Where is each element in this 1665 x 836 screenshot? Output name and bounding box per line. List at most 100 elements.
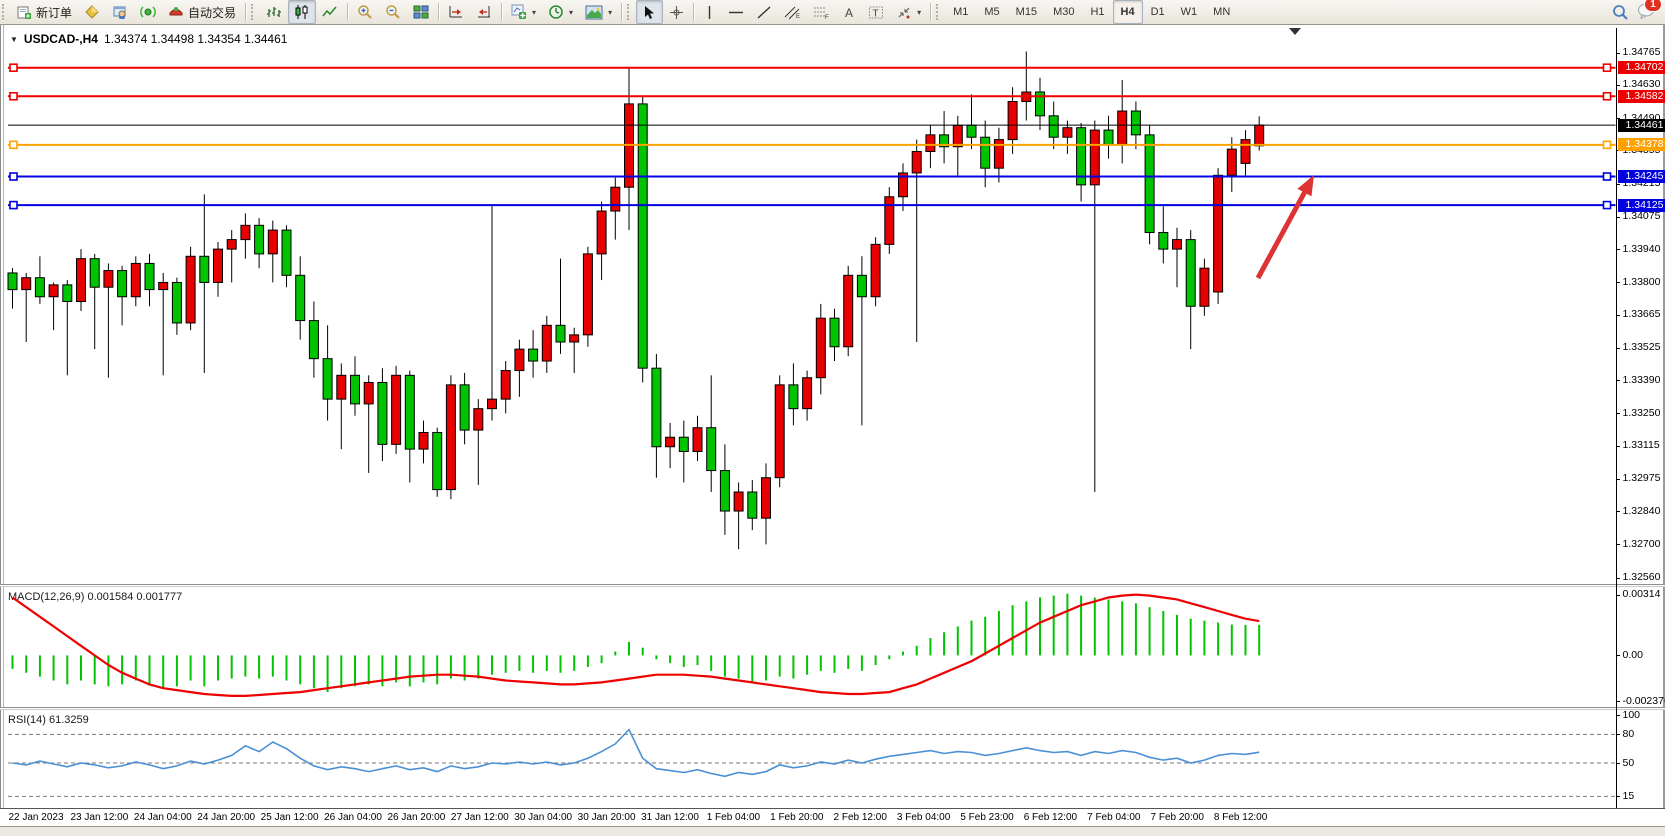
- level-line-handle[interactable]: [1602, 200, 1612, 210]
- chart-plot-area[interactable]: [0, 25, 1665, 836]
- level-line-handle[interactable]: [9, 200, 18, 210]
- axis-tick-mark: [1615, 52, 1620, 54]
- price-axis-label: 1.33940: [1622, 242, 1661, 255]
- chart-symbol-period: USDCAD-,H4: [23, 32, 98, 46]
- candle-body-up: [514, 348, 525, 372]
- candle-body-down: [295, 274, 306, 322]
- price-axis-label: 1.32560: [1622, 571, 1661, 584]
- new-order-button[interactable]: 新订单: [11, 0, 78, 24]
- timeframe-button-m1[interactable]: M1: [953, 6, 969, 18]
- toolbar-grip[interactable]: [936, 4, 943, 20]
- annotation-arrow-head[interactable]: [1297, 175, 1314, 197]
- indicators-button[interactable]: ▾: [505, 0, 542, 24]
- tile-windows-button[interactable]: [407, 0, 435, 24]
- horizontal-line-tool-button[interactable]: [722, 0, 750, 24]
- bar-chart-button[interactable]: [260, 0, 288, 24]
- macd-pane-separator[interactable]: [0, 584, 1665, 587]
- timeframe-button-mn[interactable]: MN: [1213, 6, 1231, 18]
- candle-body-down: [678, 436, 689, 453]
- chart-shift-marker[interactable]: [1289, 28, 1301, 35]
- timeframe-button-d1[interactable]: D1: [1150, 6, 1165, 18]
- templates-dropdown-arrow: ▾: [608, 7, 613, 17]
- time-axis-label: 23 Jan 12:00: [70, 812, 129, 823]
- one-click-expand-icon[interactable]: ▼: [10, 34, 18, 44]
- zoom-in-button[interactable]: [351, 0, 379, 24]
- timeframe-button-m30[interactable]: M30: [1053, 6, 1075, 18]
- candlestick-chart-button[interactable]: [288, 0, 317, 24]
- level-line-handle[interactable]: [9, 140, 18, 150]
- level-line-handle[interactable]: [1602, 172, 1612, 181]
- timeframe-button-m15[interactable]: M15: [1015, 6, 1038, 18]
- level-line-handle[interactable]: [1602, 91, 1612, 101]
- time-axis-label: 3 Feb 04:00: [896, 812, 951, 823]
- candle-body-down: [117, 270, 128, 298]
- candle-body-down: [1185, 239, 1196, 307]
- notifications-button[interactable]: 1: [1637, 0, 1662, 22]
- channel-tool-button[interactable]: E: [778, 0, 807, 24]
- periods-button[interactable]: ▾: [542, 0, 579, 24]
- macd-axis-label: 0.00: [1622, 648, 1643, 661]
- timeframe-button-h1[interactable]: H1: [1090, 6, 1105, 18]
- search-icon[interactable]: [1612, 4, 1629, 21]
- time-axis-label: 5 Feb 23:00: [960, 812, 1014, 823]
- auto-trading-button[interactable]: 自动交易: [162, 0, 242, 24]
- text-tool-button[interactable]: A: [836, 0, 862, 24]
- arrows-dropdown-arrow: ▾: [917, 7, 922, 17]
- macd-axis-label: -0.002376: [1622, 694, 1665, 707]
- toolbar-grip[interactable]: [2, 4, 9, 20]
- crosshair-tool-button[interactable]: [663, 0, 690, 24]
- axis-tick-mark: [1615, 715, 1620, 717]
- timeframe-button-m5[interactable]: M5: [984, 6, 1000, 18]
- candle-body-down: [144, 262, 155, 291]
- zoom-out-icon: [386, 5, 400, 19]
- arrows-icon: [898, 7, 910, 18]
- candle-body-down: [459, 384, 470, 431]
- chart-shift-icon: [478, 6, 491, 18]
- level-line-handle[interactable]: [1602, 63, 1612, 73]
- toolbar-grip[interactable]: [251, 4, 258, 20]
- auto-scroll-button[interactable]: [442, 0, 470, 24]
- candle-body-up: [582, 253, 593, 336]
- rsi-pane-separator[interactable]: [0, 707, 1665, 710]
- axis-tick-mark: [1615, 577, 1620, 579]
- level-line-handle[interactable]: [9, 172, 18, 181]
- candle-body-up: [952, 124, 963, 148]
- navigator-icon: [113, 6, 126, 19]
- toolbar-grip[interactable]: [627, 4, 634, 20]
- timeframe-button-h4[interactable]: H4: [1112, 0, 1143, 24]
- candle-body-down: [432, 431, 443, 491]
- market-watch-button[interactable]: [78, 0, 106, 24]
- candle-body-up: [391, 374, 402, 445]
- time-axis-label: 8 Feb 12:00: [1213, 812, 1268, 823]
- candle-body-down: [829, 317, 840, 348]
- text-label-tool-button[interactable]: T: [862, 0, 890, 24]
- navigator-button[interactable]: [106, 0, 134, 24]
- fibonacci-tool-button[interactable]: F: [807, 0, 836, 24]
- level-line-handle[interactable]: [1602, 140, 1612, 150]
- signals-button[interactable]: [134, 0, 162, 24]
- rsi-line: [12, 728, 1260, 778]
- signals-icon: [140, 6, 156, 18]
- level-price-tag: 1.34125: [1617, 198, 1665, 212]
- arrows-tool-button[interactable]: ▾: [890, 0, 927, 24]
- trendline-tool-button[interactable]: [750, 0, 778, 24]
- price-axis-label: 1.34765: [1622, 46, 1661, 59]
- candle-body-up: [240, 224, 251, 241]
- cursor-icon: [645, 5, 655, 19]
- time-axis[interactable]: 22 Jan 2023 23 Jan 12:00 24 Jan 04:00 24 Ja…: [0, 808, 1665, 826]
- line-chart-button[interactable]: [316, 0, 344, 24]
- cursor-tool-button[interactable]: [636, 0, 664, 24]
- templates-button[interactable]: ▾: [579, 0, 618, 24]
- chart-shift-button[interactable]: [470, 0, 498, 24]
- annotation-arrow-shaft[interactable]: [1255, 186, 1310, 280]
- zoom-out-button[interactable]: [379, 0, 407, 24]
- axis-tick-mark: [1615, 183, 1620, 185]
- vertical-line-tool-button[interactable]: [697, 0, 722, 24]
- axis-tick-mark: [1615, 734, 1620, 736]
- level-line-handle[interactable]: [9, 91, 18, 101]
- chart-window[interactable]: ▼ USDCAD-,H4 1.34374 1.34498 1.34354 1.3…: [0, 25, 1665, 836]
- level-line-handle[interactable]: [9, 63, 18, 73]
- axis-tick-mark: [1615, 84, 1620, 86]
- timeframe-button-w1[interactable]: W1: [1180, 6, 1198, 18]
